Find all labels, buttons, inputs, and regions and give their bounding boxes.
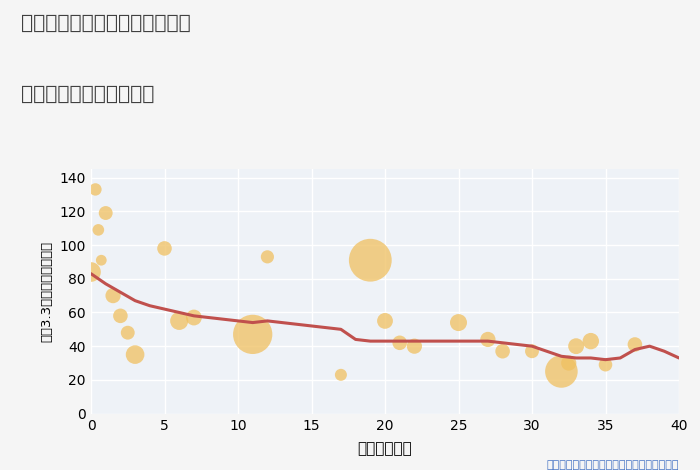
Point [262, 253, 273, 260]
Point [556, 368, 567, 375]
Y-axis label: 坪（3.3㎡）単価（万円）: 坪（3.3㎡）単価（万円） [41, 241, 53, 342]
Point [85, 268, 97, 276]
Point [247, 330, 258, 338]
Point [115, 312, 126, 320]
Point [159, 245, 170, 252]
Point [600, 361, 611, 368]
Point [365, 257, 376, 264]
Point [174, 317, 185, 325]
Point [122, 329, 133, 337]
Point [497, 347, 508, 355]
Point [453, 319, 464, 326]
Point [585, 337, 596, 345]
Point [130, 351, 141, 358]
Point [335, 371, 346, 379]
Point [482, 336, 493, 343]
Point [96, 257, 107, 264]
Point [526, 347, 538, 355]
X-axis label: 築年数（年）: 築年数（年） [358, 441, 412, 456]
Point [570, 343, 582, 350]
Point [394, 339, 405, 346]
Point [409, 343, 420, 350]
Point [188, 314, 199, 321]
Point [108, 292, 119, 299]
Point [629, 341, 641, 348]
Text: 築年数別中古戸建て価格: 築年数別中古戸建て価格 [21, 85, 155, 103]
Point [90, 186, 101, 193]
Point [379, 317, 391, 325]
Point [100, 209, 111, 217]
Point [92, 226, 104, 234]
Text: 円の大きさは、取引のあった物件面積を示す: 円の大きさは、取引のあった物件面積を示す [547, 460, 679, 470]
Text: 愛知県稲沢市祖父江町甲新田の: 愛知県稲沢市祖父江町甲新田の [21, 14, 190, 33]
Point [563, 359, 574, 367]
